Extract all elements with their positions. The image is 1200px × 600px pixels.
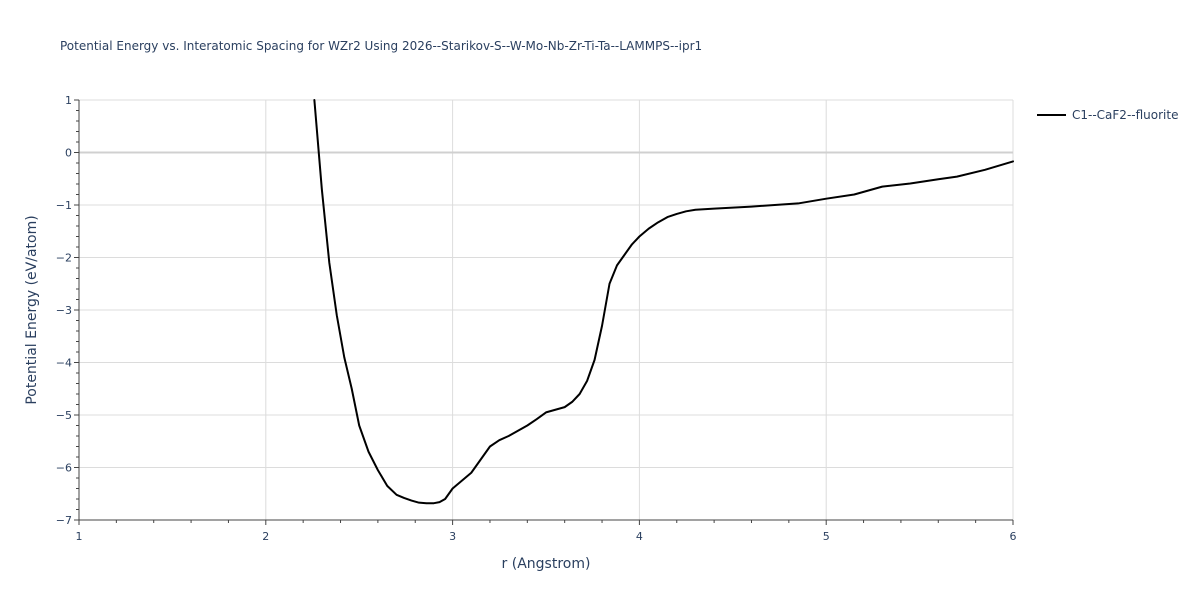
y-tick-label: −5 [56, 409, 72, 422]
y-tick-label: −7 [56, 514, 72, 527]
y-tick-label: 1 [65, 94, 72, 107]
y-axis-title: Potential Energy (eV/atom) [24, 215, 40, 404]
grid-layer [79, 99, 1014, 520]
y-tick-label: −4 [56, 357, 72, 370]
x-tick-label: 2 [262, 530, 269, 543]
legend[interactable]: C1--CaF2--fluorite [1037, 108, 1178, 122]
legend-label: C1--CaF2--fluorite [1072, 108, 1178, 122]
chart-title: Potential Energy vs. Interatomic Spacing… [60, 39, 702, 53]
x-tick-label: 1 [76, 530, 83, 543]
y-tick-label: −1 [56, 199, 72, 212]
x-tick-label: 3 [449, 530, 456, 543]
y-tick-label: −3 [56, 304, 72, 317]
axes-layer: 1 2 3 4 5 6 1 0 −1 −2 −3 −4 −5 −6 −7 [56, 94, 1017, 543]
y-tick-label: 0 [65, 147, 72, 160]
y-tick-label: −2 [56, 252, 72, 265]
x-axis-title: r (Angstrom) [502, 556, 591, 572]
series-layer [313, 99, 1014, 505]
x-tick-label: 6 [1010, 530, 1017, 543]
y-tick-label: −6 [56, 462, 72, 475]
x-tick-label: 4 [636, 530, 643, 543]
x-tick-label: 5 [823, 530, 830, 543]
series-line [313, 99, 1014, 505]
